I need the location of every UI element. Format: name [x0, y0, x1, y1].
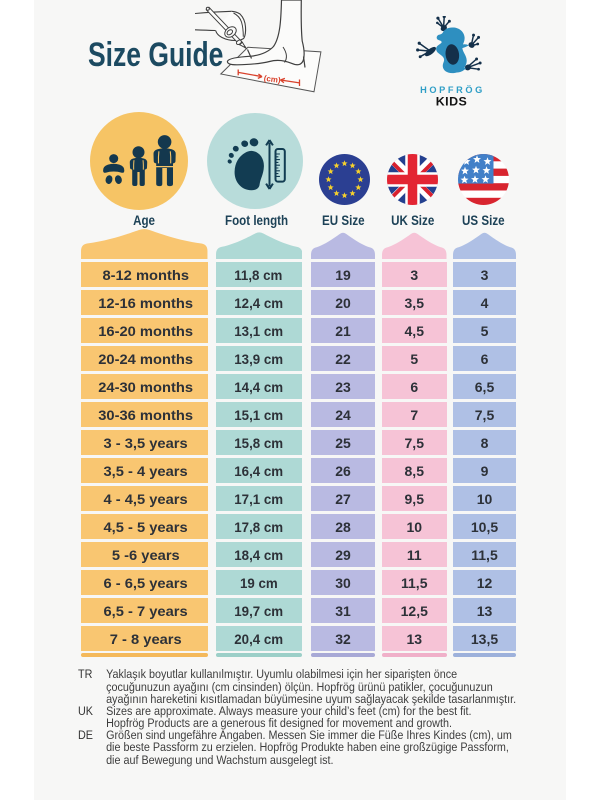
svg-text:(cm): (cm) [263, 74, 281, 85]
svg-text:HOPFRÖG: HOPFRÖG [420, 85, 485, 95]
svg-text:KIDS: KIDS [436, 95, 468, 109]
